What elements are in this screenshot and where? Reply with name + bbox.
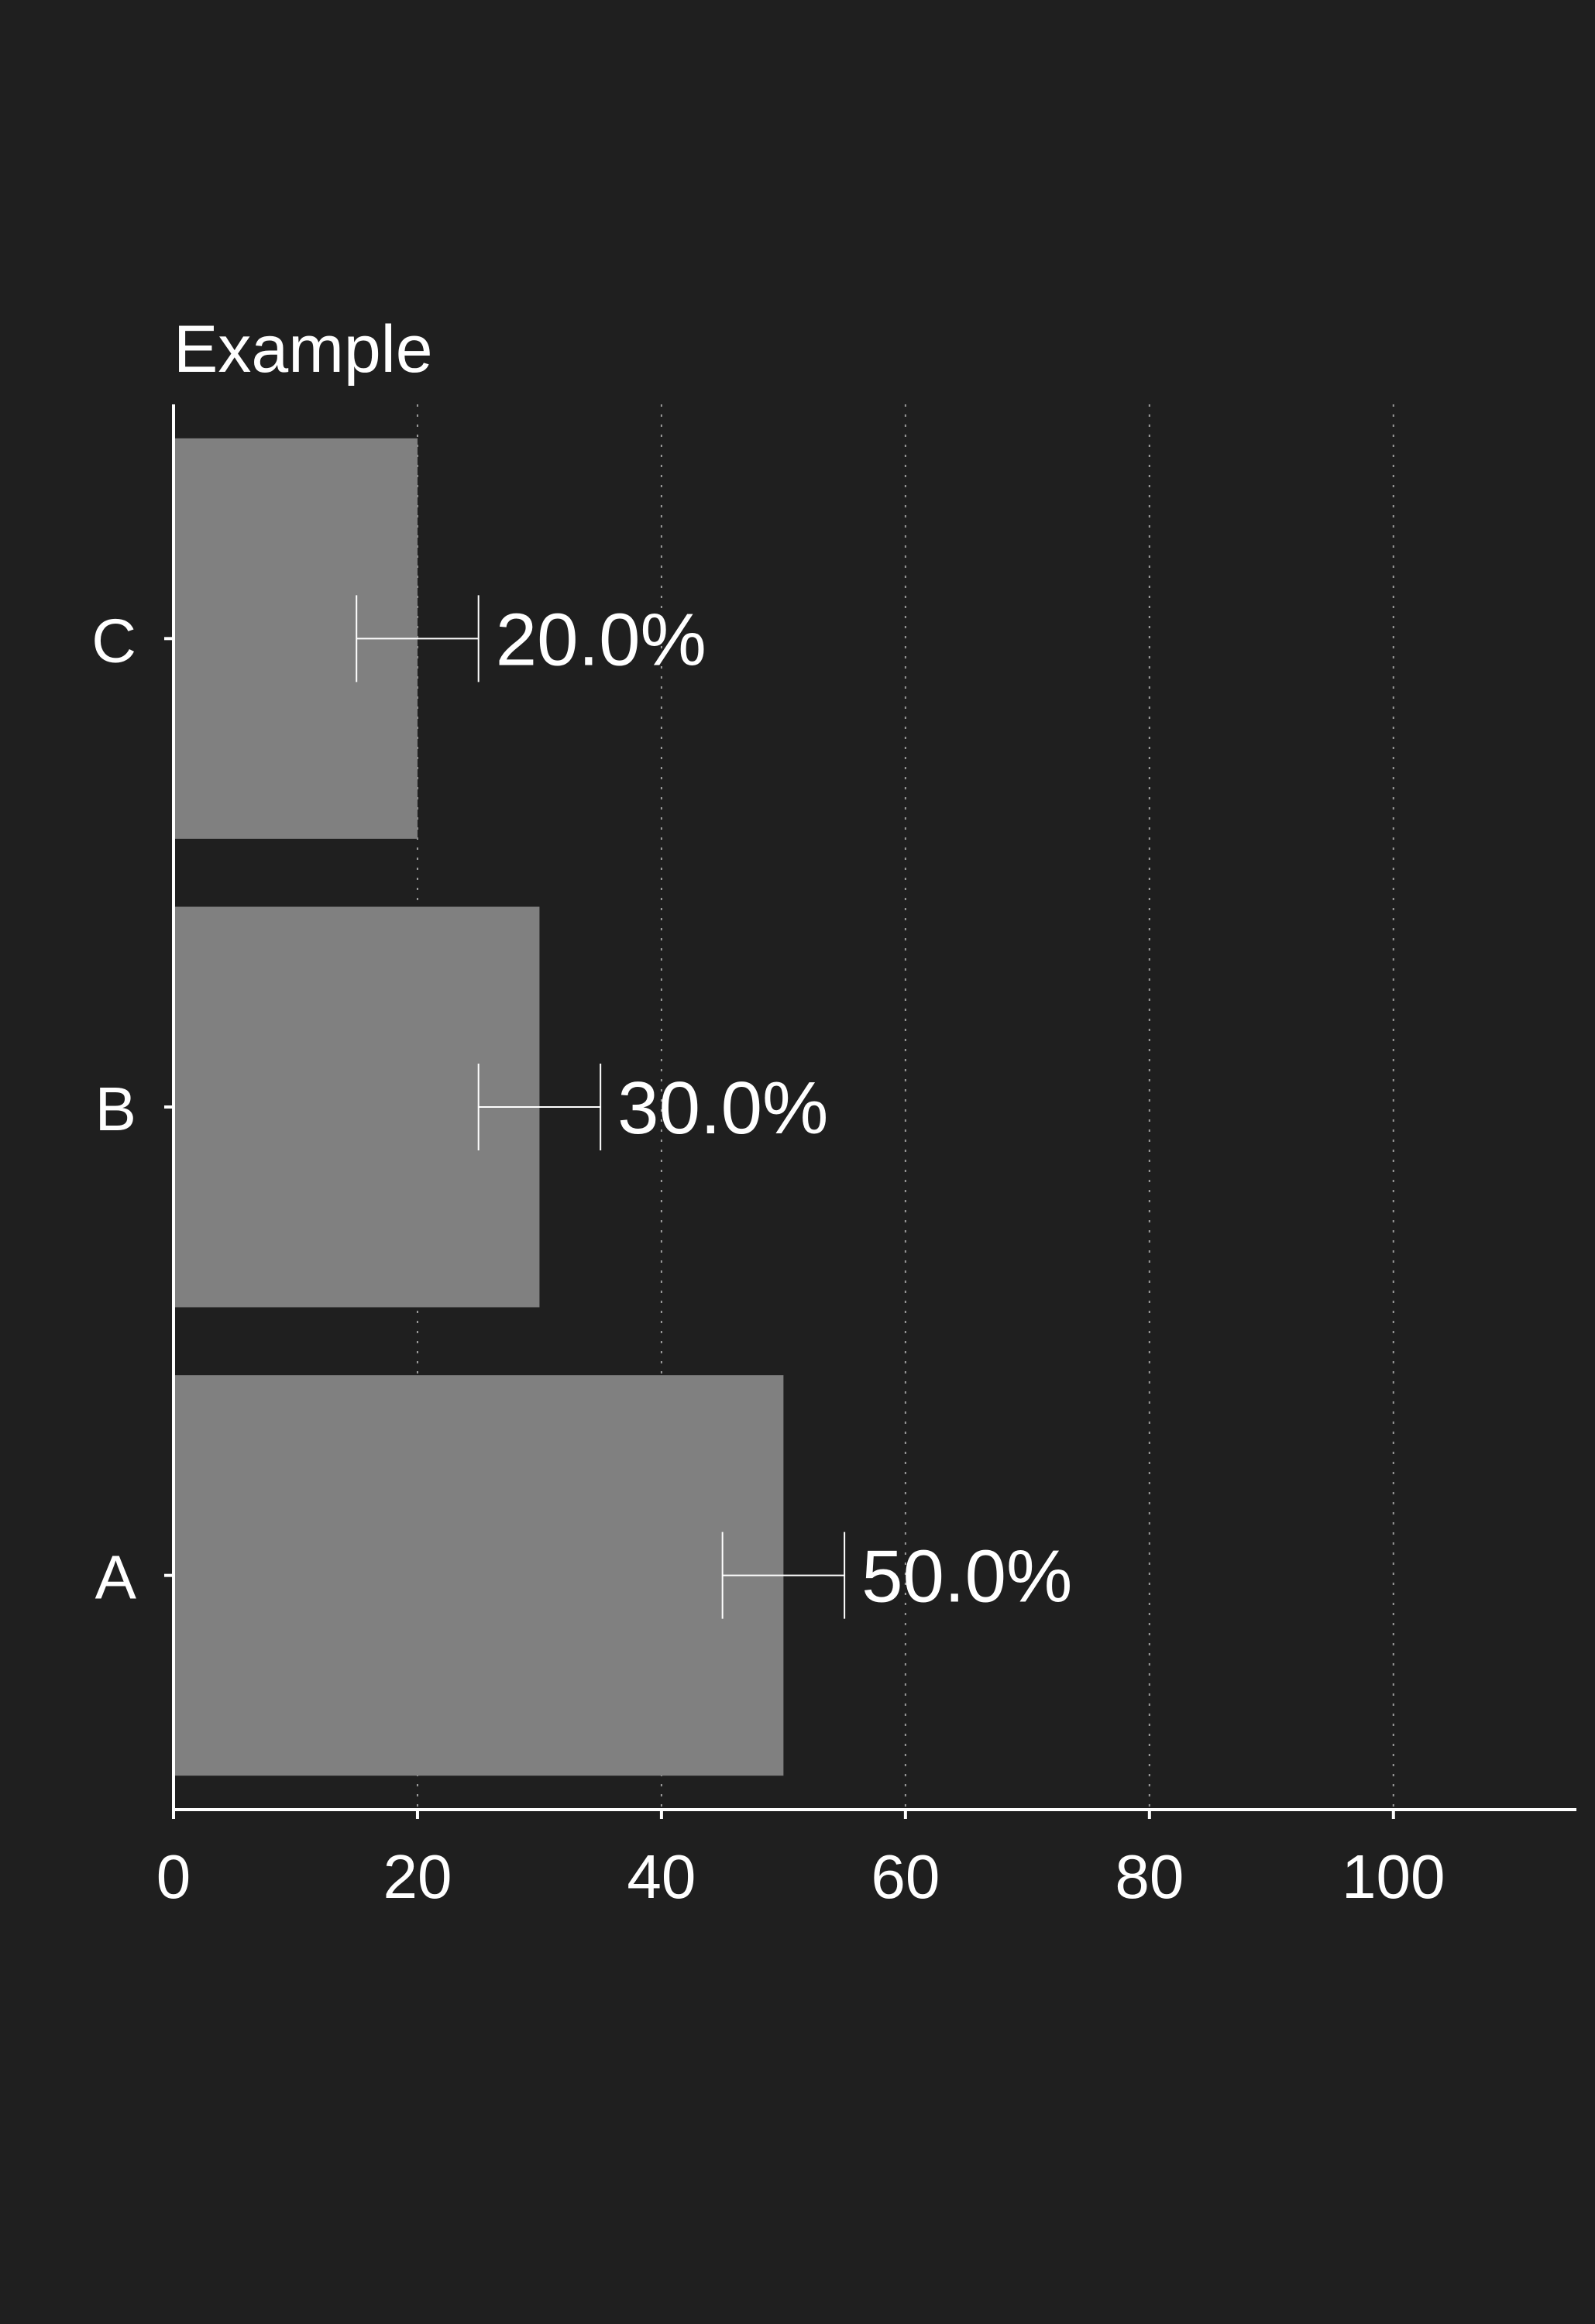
x-tick-label-100: 100 [1342, 1842, 1445, 1911]
y-tick-label-A: A [95, 1543, 137, 1612]
data-label-A: 50.0% [861, 1535, 1072, 1618]
y-tick-label-B: B [95, 1074, 136, 1143]
axes [164, 404, 1576, 1819]
error-bar-A [721, 1532, 846, 1619]
error-bar-B [477, 1064, 602, 1150]
x-tick-label-60: 60 [871, 1842, 940, 1911]
bars [174, 438, 846, 1776]
x-tick-label-40: 40 [627, 1842, 696, 1911]
x-tick-label-20: 20 [383, 1842, 452, 1911]
data-label-B: 30.0% [617, 1067, 828, 1150]
bar-A [174, 1375, 784, 1776]
error-bar-C [356, 595, 480, 682]
x-tick-label-80: 80 [1115, 1842, 1184, 1911]
y-tick-label-C: C [91, 606, 136, 675]
labels: 50.0% A 30.0% B 20.0% C 0 20 40 60 80 100 [91, 598, 1445, 1911]
data-label-C: 20.0% [496, 598, 706, 681]
chart-title: Example [174, 312, 433, 387]
x-tick-label-0: 0 [156, 1842, 191, 1911]
